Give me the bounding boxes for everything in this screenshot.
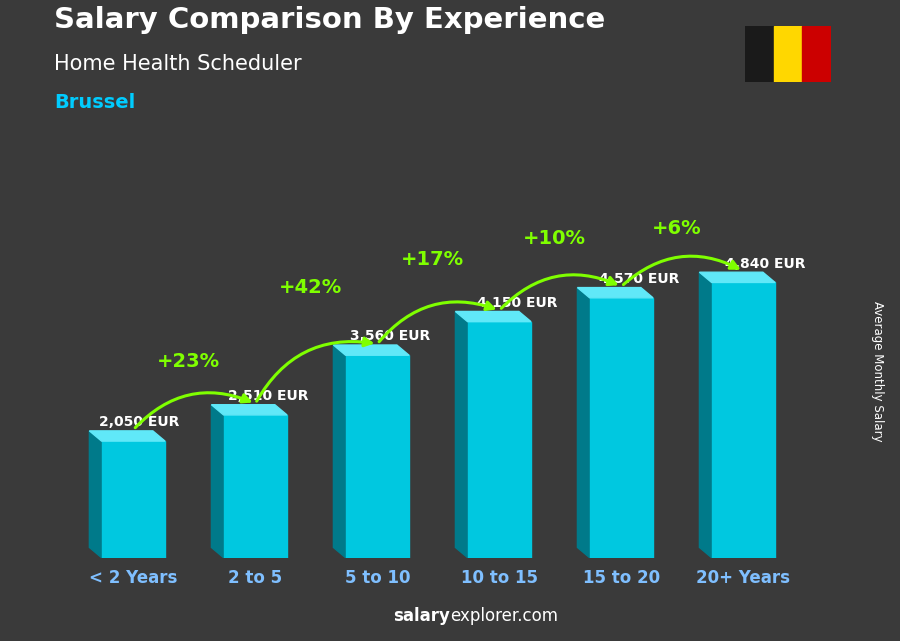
- Bar: [774, 26, 802, 82]
- Bar: [745, 26, 774, 82]
- Polygon shape: [468, 322, 531, 558]
- Polygon shape: [578, 288, 590, 558]
- Text: salary: salary: [393, 607, 450, 625]
- Polygon shape: [699, 272, 775, 283]
- Polygon shape: [212, 404, 223, 558]
- Polygon shape: [455, 312, 468, 558]
- Polygon shape: [333, 345, 346, 558]
- Polygon shape: [89, 431, 102, 558]
- Text: Salary Comparison By Experience: Salary Comparison By Experience: [54, 6, 605, 35]
- Text: explorer.com: explorer.com: [450, 607, 558, 625]
- Text: 4,840 EUR: 4,840 EUR: [725, 256, 806, 271]
- Text: +10%: +10%: [523, 229, 586, 248]
- Text: Average Monthly Salary: Average Monthly Salary: [871, 301, 884, 442]
- Polygon shape: [223, 415, 287, 558]
- Text: 4,570 EUR: 4,570 EUR: [599, 272, 680, 286]
- Polygon shape: [333, 345, 409, 355]
- Polygon shape: [212, 404, 287, 415]
- Polygon shape: [346, 355, 409, 558]
- Text: 2,050 EUR: 2,050 EUR: [99, 415, 179, 429]
- Polygon shape: [102, 441, 165, 558]
- Text: +42%: +42%: [279, 278, 342, 297]
- Text: +6%: +6%: [652, 219, 701, 238]
- Text: Brussel: Brussel: [54, 93, 135, 112]
- Bar: [802, 26, 831, 82]
- Text: Home Health Scheduler: Home Health Scheduler: [54, 54, 302, 74]
- Text: +17%: +17%: [400, 250, 464, 269]
- Text: 2,510 EUR: 2,510 EUR: [229, 389, 309, 403]
- Polygon shape: [455, 312, 531, 322]
- Text: 4,150 EUR: 4,150 EUR: [477, 296, 558, 310]
- Polygon shape: [590, 298, 653, 558]
- Polygon shape: [712, 283, 775, 558]
- Polygon shape: [699, 272, 712, 558]
- Text: +23%: +23%: [157, 352, 220, 370]
- Polygon shape: [89, 431, 165, 441]
- Text: 3,560 EUR: 3,560 EUR: [350, 329, 431, 344]
- Polygon shape: [578, 288, 653, 298]
